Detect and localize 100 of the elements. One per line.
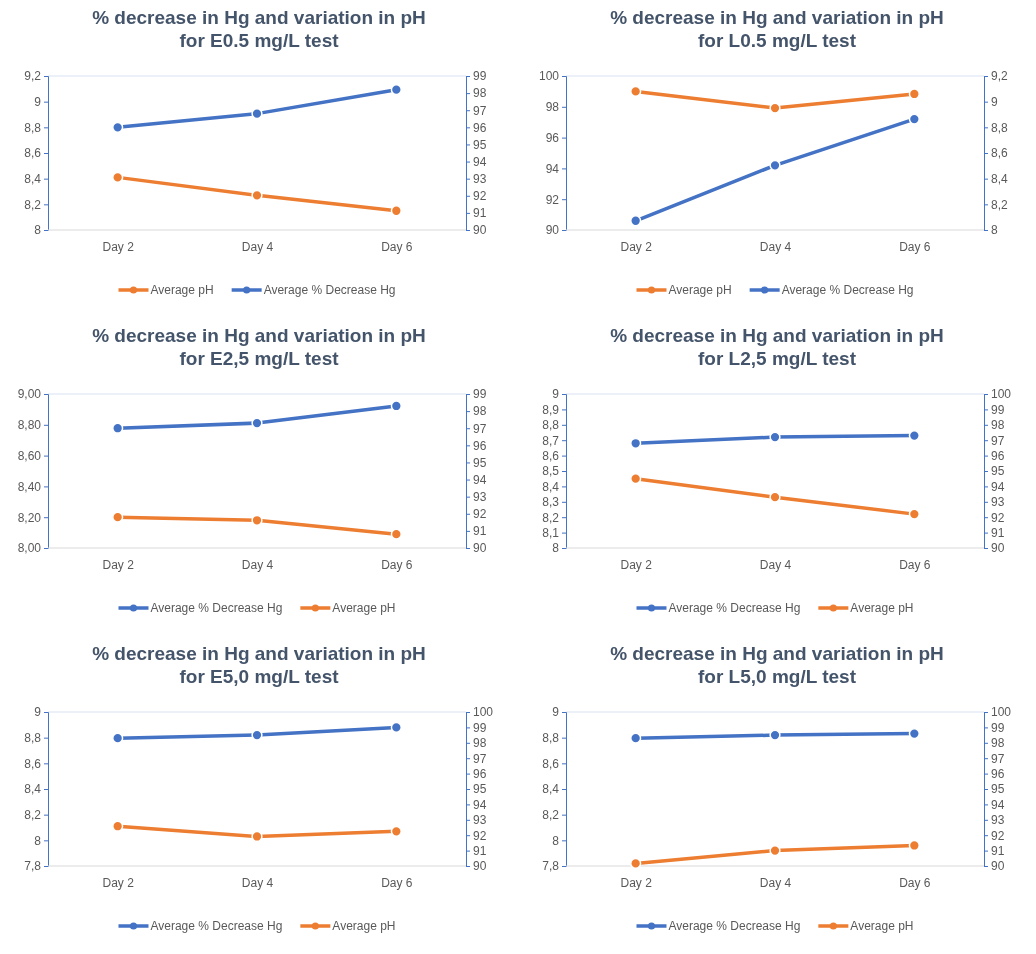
y-tick-label: 9 xyxy=(34,95,42,110)
y-tick-label: 8,6 xyxy=(542,448,560,463)
y2-tick-label: 95 xyxy=(473,782,487,797)
y-tick-label: 8,4 xyxy=(24,782,42,797)
y2-tick-label: 9,2 xyxy=(991,69,1009,84)
x-tick-label: Day 2 xyxy=(620,875,653,890)
y-tick-label: 100 xyxy=(538,69,560,84)
y-tick-label: 94 xyxy=(545,161,560,176)
legend-label: Average pH xyxy=(668,283,732,297)
y2-tick-label: 90 xyxy=(473,859,487,874)
y2-tick-label: 94 xyxy=(473,797,487,812)
y-tick-label: 8,1 xyxy=(542,525,560,540)
y-tick-label: 8,4 xyxy=(542,479,560,494)
legend-label: Average % Decrease Hg xyxy=(781,283,914,297)
y-tick-label: 8,8 xyxy=(24,120,42,135)
y2-tick-label: 99 xyxy=(473,387,487,402)
y2-tick-label: 98 xyxy=(473,736,487,751)
y2-tick-label: 8,8 xyxy=(991,120,1009,135)
y2-tick-label: 91 xyxy=(991,843,1005,858)
y-tick-label: 8,2 xyxy=(24,197,42,212)
y2-tick-label: 94 xyxy=(473,472,487,487)
y-tick-label: 8,6 xyxy=(24,146,42,161)
y-tick-label: 8 xyxy=(34,223,42,238)
y2-tick-label: 98 xyxy=(991,418,1005,433)
y-tick-label: 9 xyxy=(34,705,42,720)
y-tick-label: 9,2 xyxy=(24,69,42,84)
legend-label: Average % Decrease Hg xyxy=(668,601,801,615)
y2-tick-label: 99 xyxy=(473,69,487,84)
x-tick-label: Day 6 xyxy=(899,239,931,254)
y2-tick-label: 91 xyxy=(473,524,487,539)
y-tick-label: 8 xyxy=(552,541,560,556)
y-tick-label: 8,00 xyxy=(17,541,42,556)
y2-tick-label: 97 xyxy=(473,751,487,766)
y-tick-label: 8,40 xyxy=(17,479,42,494)
y2-tick-label: 94 xyxy=(991,797,1005,812)
y2-tick-label: 91 xyxy=(473,206,487,221)
y2-tick-label: 96 xyxy=(991,448,1005,463)
y-tick-label: 7,8 xyxy=(542,859,560,874)
x-tick-label: Day 2 xyxy=(620,239,653,254)
y-tick-label: 98 xyxy=(545,100,560,115)
x-tick-label: Day 4 xyxy=(759,239,792,254)
y2-tick-label: 93 xyxy=(473,490,487,505)
y2-tick-label: 99 xyxy=(473,720,487,735)
x-tick-label: Day 4 xyxy=(241,875,274,890)
y-tick-label: 8,6 xyxy=(24,756,42,771)
y2-tick-label: 100 xyxy=(473,705,494,720)
y2-tick-label: 8,6 xyxy=(991,146,1009,161)
y-tick-label: 8 xyxy=(34,833,42,848)
chart-title: % decrease in Hg and variation in pH for E0.5 mg/L test xyxy=(92,7,426,51)
y-tick-label: 8,7 xyxy=(542,433,560,448)
point xyxy=(112,121,124,133)
y2-tick-label: 92 xyxy=(473,507,487,522)
y2-tick-label: 97 xyxy=(991,751,1005,766)
legend-label: Average pH xyxy=(850,919,914,933)
y2-tick-label: 8 xyxy=(991,223,998,238)
x-tick-label: Day 4 xyxy=(241,557,274,572)
y2-tick-label: 90 xyxy=(473,223,487,238)
x-tick-label: Day 6 xyxy=(381,239,413,254)
y2-tick-label: 8,4 xyxy=(991,172,1009,187)
y-tick-label: 8,4 xyxy=(24,172,42,187)
y2-tick-label: 90 xyxy=(991,541,1005,556)
y2-tick-label: 93 xyxy=(473,172,487,187)
chart-title: % decrease in Hg and variation in pH for L0.5 mg/L test xyxy=(610,7,944,51)
legend-label: Average pH xyxy=(850,601,914,615)
chart-title: % decrease in Hg and variation in pH for E5,0 mg/L test xyxy=(92,643,426,687)
y-tick-label: 96 xyxy=(545,130,560,145)
y-tick-label: 8,4 xyxy=(542,782,560,797)
y-tick-label: 8,2 xyxy=(24,808,42,823)
y-tick-label: 8,2 xyxy=(542,510,560,525)
y2-tick-label: 92 xyxy=(473,189,487,204)
chart-title: % decrease in Hg and variation in pH for L5,0 mg/L test xyxy=(610,643,944,687)
legend-label: Average pH xyxy=(150,283,214,297)
y2-tick-label: 95 xyxy=(991,464,1005,479)
y2-tick-label: 96 xyxy=(473,438,487,453)
y-tick-label: 8,60 xyxy=(17,448,42,463)
y-tick-label: 8,9 xyxy=(542,402,560,417)
chart-title: % decrease in Hg and variation in pH for E2,5 mg/L test xyxy=(92,325,426,369)
y2-tick-label: 95 xyxy=(473,455,487,470)
x-tick-label: Day 4 xyxy=(241,239,274,254)
y2-tick-label: 90 xyxy=(473,541,487,556)
y-tick-label: 8,8 xyxy=(542,418,560,433)
x-tick-label: Day 6 xyxy=(381,875,413,890)
legend-label: Average pH xyxy=(332,919,396,933)
y2-tick-label: 98 xyxy=(473,404,487,419)
y-tick-label: 8 xyxy=(552,833,560,848)
y2-tick-label: 96 xyxy=(991,766,1005,781)
x-tick-label: Day 6 xyxy=(899,875,931,890)
y2-tick-label: 100 xyxy=(991,387,1012,402)
y2-tick-label: 92 xyxy=(991,510,1005,525)
y2-tick-label: 94 xyxy=(991,479,1005,494)
y-tick-label: 8,8 xyxy=(542,731,560,746)
y2-tick-label: 9 xyxy=(991,95,998,110)
y2-tick-label: 91 xyxy=(473,843,487,858)
x-tick-label: Day 2 xyxy=(102,557,135,572)
y2-tick-label: 93 xyxy=(991,495,1005,510)
x-tick-label: Day 2 xyxy=(620,557,653,572)
y-tick-label: 8,5 xyxy=(542,464,560,479)
point xyxy=(390,825,402,837)
y2-tick-label: 93 xyxy=(473,813,487,828)
legend-label: Average % Decrease Hg xyxy=(263,283,396,297)
